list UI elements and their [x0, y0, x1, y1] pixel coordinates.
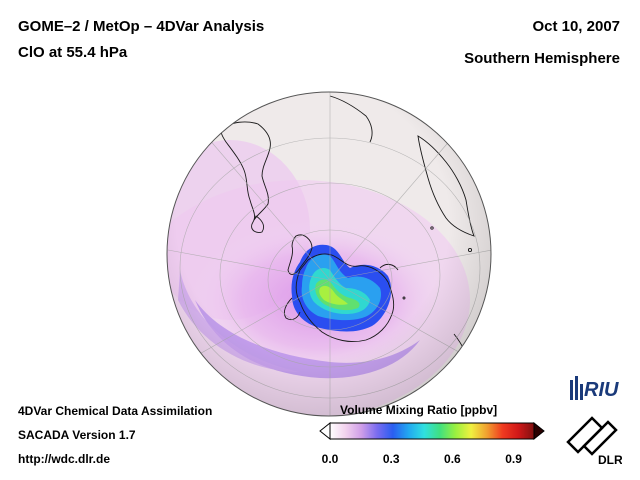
colorbar-tick: 0.6: [444, 452, 461, 466]
colorbar-ramp: [329, 422, 535, 440]
riu-logo: RIU: [570, 376, 619, 401]
colorbar-tick: 0.3: [382, 452, 400, 466]
colorbar-tick: 0.0: [321, 452, 339, 466]
date-label: Oct 10, 2007: [532, 18, 620, 35]
colorbar-min-arrow: [319, 421, 331, 441]
species-label: ClO at 55.4 hPa: [18, 44, 128, 61]
colorbar-tick: 0.9: [505, 452, 522, 466]
globe-outline: [166, 91, 492, 417]
dlr-logo: DLR: [566, 416, 622, 467]
hemisphere-label: Southern Hemisphere: [464, 50, 620, 67]
colorbar: [319, 421, 545, 441]
riu-logo-text: RIU: [584, 379, 619, 401]
colorbar-max-arrow: [533, 421, 545, 441]
source-url: http://wdc.dlr.de: [18, 452, 110, 466]
dlr-logo-text: DLR: [598, 453, 622, 467]
map-title: GOME–2 / MetOp – 4DVar Analysis: [18, 18, 265, 35]
colorbar-title: Volume Mixing Ratio [ppbv]: [340, 403, 498, 417]
system-label: 4DVar Chemical Data Assimilation: [18, 404, 213, 418]
version-label: SACADA Version 1.7: [18, 428, 136, 442]
